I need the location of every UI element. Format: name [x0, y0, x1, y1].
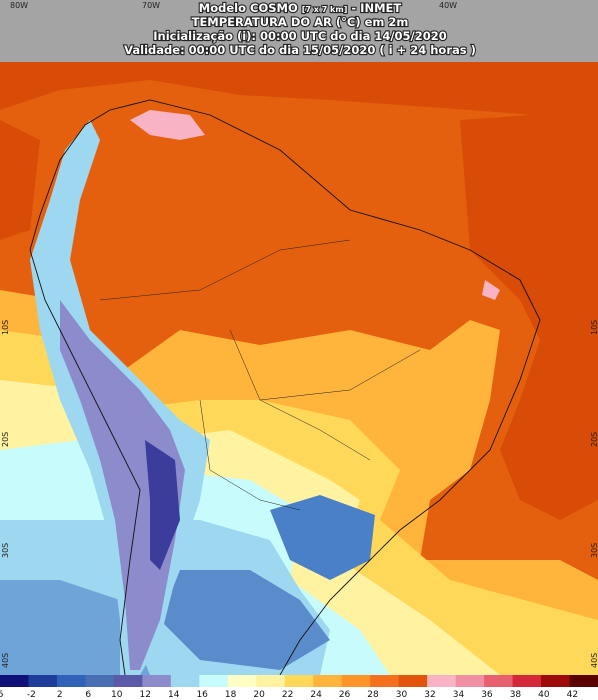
legend-label: -6 [0, 690, 4, 700]
legend-swatch [370, 675, 400, 687]
legend-label: 34 [453, 690, 465, 700]
legend-swatch [541, 675, 571, 687]
resolution: [7 x 7 km] [302, 5, 348, 14]
legend-swatch [199, 675, 229, 687]
legend-label: -2 [27, 690, 36, 700]
legend-label: 10 [111, 690, 123, 700]
header: Modelo COSMO [7 x 7 km] - INMET TEMPERAT… [123, 0, 477, 58]
lat-label-right: 20S [590, 432, 598, 447]
lon-label: 70W [142, 1, 160, 10]
model: Modelo COSMO [199, 1, 298, 15]
map [0, 62, 598, 676]
legend-label: 36 [481, 690, 493, 700]
legend-swatch [85, 675, 115, 687]
legend-label: 38 [510, 690, 522, 700]
legend-swatch [227, 675, 257, 687]
legend-label: 26 [339, 690, 351, 700]
lat-label: 10S [1, 320, 10, 335]
legend-swatch [113, 675, 143, 687]
legend-label: 18 [225, 690, 237, 700]
lat-label: 20S [1, 432, 10, 447]
legend-label: 20 [253, 690, 265, 700]
legend-swatch [284, 675, 314, 687]
legend-swatch [455, 675, 485, 687]
legend-label: 6 [85, 690, 91, 700]
valid: Validade: 00:00 UTC do dia 15/05/2020 ( … [124, 43, 476, 57]
legend-swatch [427, 675, 457, 687]
lat-label-right: 30S [590, 543, 598, 558]
legend-swatch [256, 675, 286, 687]
title: TEMPERATURA DO AR (°C) em 2m [192, 15, 409, 29]
legend-label: 22 [282, 690, 293, 700]
legend-swatch [56, 675, 86, 687]
legend-label: 24 [310, 690, 322, 700]
lon-label: 80W [10, 1, 28, 10]
source: - INMET [351, 1, 401, 15]
legend-swatch [0, 675, 29, 687]
init: Inicialização (i): 00:00 UTC do dia 14/0… [153, 29, 447, 43]
legend-label: 12 [140, 690, 151, 700]
lat-label-right: 10S [590, 320, 598, 335]
lat-label: 40S [1, 653, 10, 668]
header-line-1: Modelo COSMO [7 x 7 km] - INMET [199, 1, 402, 15]
legend-label: 42 [567, 690, 578, 700]
legend-swatch [170, 675, 200, 687]
legend-swatch [28, 675, 58, 687]
legend-swatch [313, 675, 343, 687]
legend-label: 32 [424, 690, 435, 700]
legend-swatch [341, 675, 371, 687]
legend-label: 14 [168, 690, 180, 700]
lon-label: 40W [439, 1, 457, 10]
legend-swatch [398, 675, 428, 687]
legend-swatch [512, 675, 542, 687]
legend-swatch [569, 675, 598, 687]
legend-label: 40 [538, 690, 550, 700]
legend-label: 2 [57, 690, 63, 700]
header-band [0, 0, 598, 62]
legend-label: 30 [396, 690, 408, 700]
lat-label: 30S [1, 543, 10, 558]
legend-swatch [142, 675, 172, 687]
legend-swatch [484, 675, 514, 687]
legend-label: 16 [196, 690, 208, 700]
lat-label-right: 40S [590, 653, 598, 668]
legend-label: 28 [367, 690, 379, 700]
